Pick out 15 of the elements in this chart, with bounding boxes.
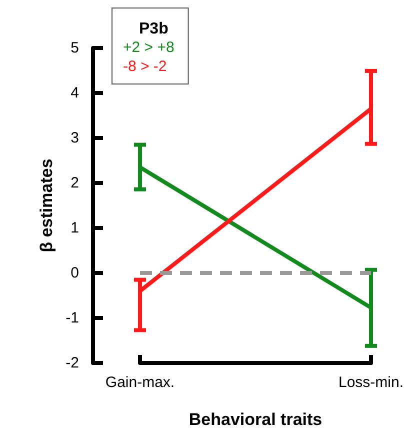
x-axis-title: Behavioral traits xyxy=(188,410,322,429)
x-tick-label: Loss-min. xyxy=(338,374,404,391)
y-tick-label: -2 xyxy=(66,354,79,372)
y-tick-label: 0 xyxy=(70,264,79,282)
legend-title: P3b xyxy=(139,20,169,38)
y-tick-label: 5 xyxy=(70,40,79,56)
y-tick-label: 3 xyxy=(70,130,79,146)
text: +2 > +8 xyxy=(123,39,174,56)
x-tick-label: Gain-max. xyxy=(105,374,175,391)
y-tick-label: -1 xyxy=(66,310,79,326)
y-axis-title: β estimates xyxy=(36,158,56,252)
y-tick-label: 2 xyxy=(70,174,79,192)
y-tick-label: 4 xyxy=(70,84,79,102)
y-tick-label: 1 xyxy=(70,220,79,236)
text: -8 > -2 xyxy=(123,58,167,75)
